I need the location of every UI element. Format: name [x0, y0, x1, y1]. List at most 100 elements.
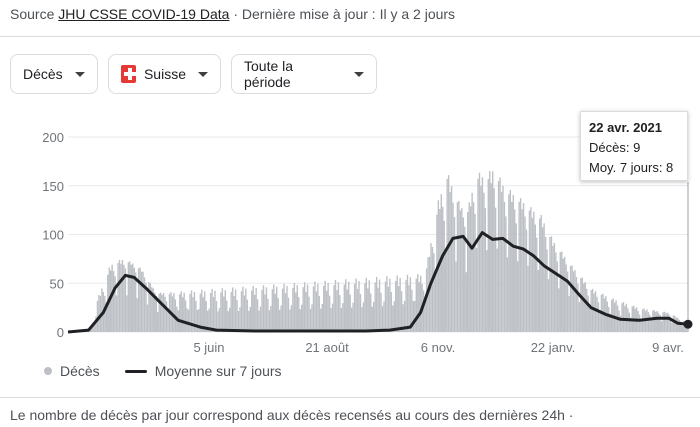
daily-death-bar — [280, 305, 282, 332]
daily-death-bar — [596, 296, 598, 332]
daily-death-bar — [409, 277, 412, 332]
daily-death-bar — [234, 289, 237, 332]
daily-death-bar — [681, 325, 683, 332]
daily-death-bar — [371, 306, 373, 332]
daily-death-bar — [644, 310, 647, 332]
daily-death-bar — [558, 288, 560, 332]
daily-death-bar — [221, 288, 224, 332]
daily-death-bar — [289, 309, 291, 332]
daily-death-bar — [489, 171, 491, 332]
daily-death-bar — [395, 280, 397, 332]
daily-death-bar — [264, 294, 266, 332]
daily-death-bar — [368, 280, 370, 332]
daily-death-bar — [146, 304, 149, 332]
daily-death-bar — [158, 293, 160, 332]
country-dropdown[interactable]: Suisse — [108, 54, 221, 94]
daily-death-bar — [682, 321, 685, 332]
daily-death-bar — [343, 284, 346, 332]
daily-death-bar — [101, 288, 103, 332]
swiss-flag-icon — [121, 65, 136, 83]
source-link[interactable]: JHU CSSE COVID-19 Data — [58, 6, 230, 22]
daily-death-bar — [136, 298, 138, 332]
daily-death-bar — [281, 288, 284, 332]
daily-death-bar — [154, 292, 156, 332]
daily-death-bar — [431, 246, 434, 332]
daily-death-bar — [580, 277, 582, 332]
daily-death-bar — [226, 300, 228, 332]
daily-death-bar — [195, 300, 197, 332]
daily-death-bar — [647, 312, 650, 332]
daily-death-bar — [212, 296, 215, 332]
deaths-chart[interactable]: 0 50 100 150 200 5 juin 21 août 6 nov. 22 janv.… — [0, 100, 700, 360]
daily-death-bar — [467, 212, 469, 332]
daily-death-bar — [143, 277, 146, 332]
tooltip-average: Moy. 7 jours: 8 — [589, 160, 674, 175]
daily-death-bar — [95, 316, 97, 332]
daily-death-bar — [515, 223, 517, 332]
daily-death-bar — [618, 310, 620, 332]
daily-death-bar — [352, 302, 354, 332]
daily-death-bar — [339, 295, 341, 332]
daily-death-bar — [668, 314, 670, 332]
daily-death-bar — [530, 207, 532, 332]
daily-death-bar — [336, 290, 338, 332]
daily-death-bar — [552, 245, 554, 332]
daily-death-bar — [358, 280, 360, 332]
daily-death-bar — [546, 249, 548, 332]
daily-death-bar — [561, 251, 563, 332]
daily-death-bar — [242, 286, 244, 332]
daily-death-bar — [277, 298, 279, 332]
daily-death-bar — [296, 285, 298, 332]
daily-death-bar — [674, 315, 676, 332]
daily-death-bar — [342, 303, 344, 332]
daily-death-bar — [581, 277, 584, 332]
daily-death-bar — [577, 283, 579, 332]
daily-death-bar — [508, 194, 510, 332]
daily-death-bar — [494, 207, 497, 332]
daily-death-bar — [286, 285, 288, 332]
daily-death-bar — [396, 275, 398, 332]
daily-death-bar — [433, 253, 435, 332]
daily-death-bar — [450, 186, 453, 332]
legend-line-label: Moyenne sur 7 jours — [154, 363, 282, 379]
daily-death-bar — [536, 237, 538, 332]
daily-death-bar — [436, 214, 438, 332]
daily-death-bar — [465, 272, 467, 332]
daily-death-bar — [544, 236, 547, 332]
daily-death-bar — [509, 190, 512, 332]
daily-death-bar — [588, 308, 591, 332]
daily-death-bar — [491, 171, 494, 332]
country-label: Suisse — [143, 66, 186, 82]
daily-death-bar — [447, 175, 450, 332]
daily-death-bar — [206, 310, 209, 332]
daily-death-bar — [129, 261, 131, 332]
daily-death-bar — [205, 301, 207, 332]
daily-death-bar — [311, 304, 313, 332]
daily-death-bar — [587, 295, 589, 332]
metric-dropdown[interactable]: Décès — [10, 54, 98, 94]
daily-death-bar — [537, 270, 539, 332]
daily-death-bar — [90, 326, 93, 332]
daily-death-bar — [656, 310, 658, 332]
daily-death-bar — [660, 321, 663, 332]
daily-death-bar — [140, 271, 143, 332]
daily-death-bar — [678, 319, 680, 332]
daily-death-bar — [267, 298, 269, 332]
daily-death-bar — [442, 206, 444, 332]
daily-death-bar — [273, 284, 275, 332]
daily-death-bar — [483, 192, 485, 332]
daily-death-bar — [301, 304, 303, 332]
daily-death-bar — [583, 283, 585, 332]
daily-death-bar — [245, 288, 247, 332]
daily-death-bar — [287, 297, 290, 332]
daily-death-bar — [452, 202, 454, 332]
daily-death-bar — [425, 268, 428, 332]
period-dropdown[interactable]: Toute la période — [231, 54, 377, 94]
daily-death-bar — [539, 218, 541, 332]
daily-death-bar — [521, 209, 523, 332]
daily-death-bar — [325, 290, 328, 332]
daily-death-bar — [110, 270, 112, 332]
daily-death-bar — [399, 277, 401, 332]
legend-bars-label: Décès — [60, 363, 100, 379]
daily-death-bar — [161, 294, 163, 332]
